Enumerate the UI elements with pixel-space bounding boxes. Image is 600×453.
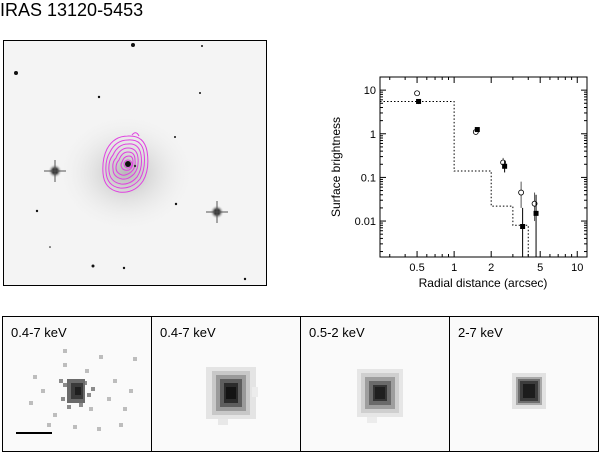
xray-image-pixelated xyxy=(16,349,137,434)
xray-panel-4-label: 2-7 keV xyxy=(458,325,503,340)
galaxy-nucleus xyxy=(125,161,131,167)
step-line xyxy=(380,100,587,258)
x-tick-label: 10 xyxy=(571,262,583,274)
xray-image-soft-band xyxy=(357,369,403,423)
filled-square-point xyxy=(416,98,422,104)
x-axis-label: Radial distance (arcsec) xyxy=(419,276,548,290)
galaxy-halo xyxy=(56,113,196,233)
xray-panel-4: 2-7 keV xyxy=(449,317,598,451)
open-circle-point xyxy=(518,189,525,196)
x-tick-label: 5 xyxy=(537,262,543,274)
figure-title: IRAS 13120-5453 xyxy=(0,0,144,20)
xray-panel-2: 0.4-7 keV xyxy=(151,317,300,451)
filled-square-point xyxy=(533,210,539,216)
y-tick-label: 0.01 xyxy=(355,216,376,228)
plot-ticks: 0.5 1 2 5 10 10 1 0.1 0.01 xyxy=(355,77,587,274)
xray-panel-3: 0.5-2 keV xyxy=(300,317,449,451)
xray-panel-2-label: 0.4-7 keV xyxy=(160,325,216,340)
data-points xyxy=(414,90,539,257)
y-tick-label: 10 xyxy=(364,85,376,97)
xray-contours xyxy=(102,132,149,193)
xray-panel-1-label: 0.4-7 keV xyxy=(11,325,67,340)
x-tick-label: 2 xyxy=(488,262,494,274)
y-axis-label: Surface brightness xyxy=(329,117,343,217)
xray-panel-strip: 0.4-7 keV 0.4-7 keV 0.5-2 keV xyxy=(2,316,599,452)
field-stars xyxy=(14,43,247,281)
xray-image-smooth-broad xyxy=(206,367,258,425)
x-tick-label: 0.5 xyxy=(409,262,424,274)
filled-square-point xyxy=(520,223,526,229)
radial-profile-chart: 0.5 1 2 5 10 10 1 0.1 0.01 Radial distance (arcs… xyxy=(329,76,588,290)
filled-square-point xyxy=(474,127,480,133)
plot-frame xyxy=(379,76,588,258)
xray-panel-1: 0.4-7 keV xyxy=(3,317,151,451)
bright-star-left xyxy=(44,160,66,182)
optical-image-panel xyxy=(3,40,267,286)
y-tick-label: 0.1 xyxy=(361,172,376,184)
xray-panel-3-label: 0.5-2 keV xyxy=(309,325,365,340)
optical-image xyxy=(14,43,247,281)
bright-star-right xyxy=(206,201,228,223)
xray-image-hard-band xyxy=(512,373,546,409)
x-tick-label: 1 xyxy=(451,262,457,274)
open-circle-point xyxy=(414,90,420,97)
nucleus-knot xyxy=(133,164,137,168)
model-step-line xyxy=(380,100,587,258)
y-tick-label: 1 xyxy=(370,129,376,141)
filled-square-point xyxy=(502,163,508,169)
